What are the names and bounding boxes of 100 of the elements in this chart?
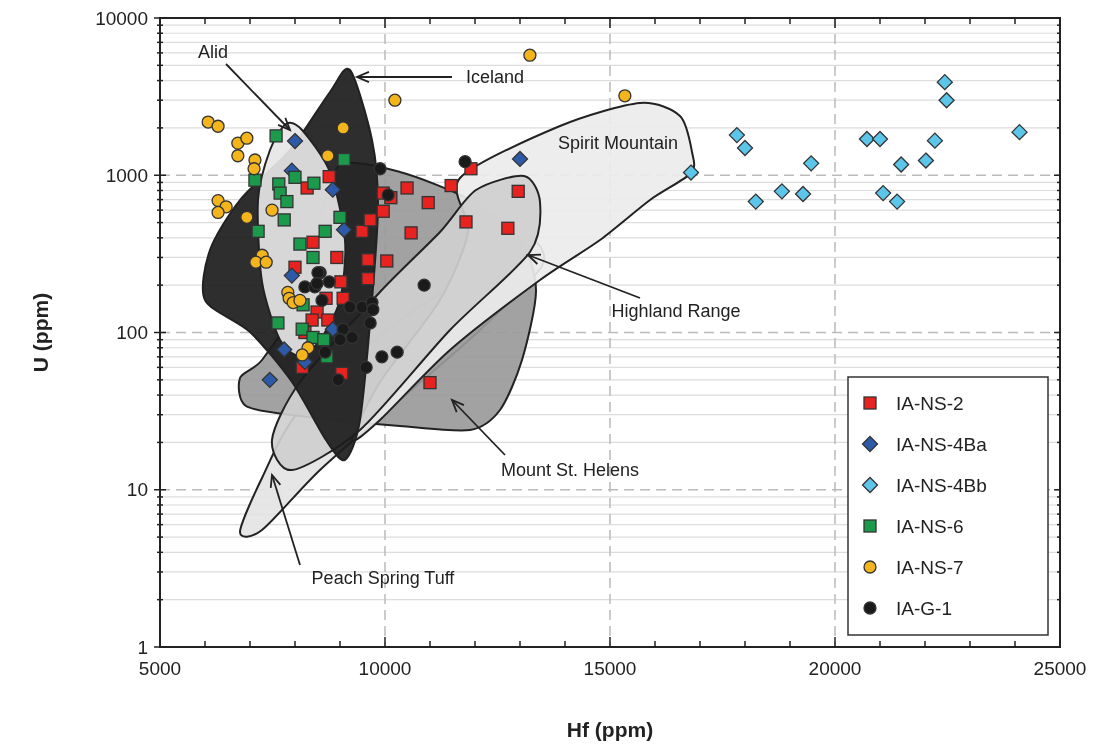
point [306,235,320,249]
point [459,215,473,229]
point [293,237,307,251]
point [247,162,261,176]
y-tick-label: 1000 [105,164,148,186]
legend-label: IA-NS-6 [896,515,964,537]
point [322,169,336,184]
point [871,130,889,148]
point [388,93,402,107]
x-tick-label: 20000 [808,658,862,679]
point [893,156,910,173]
point [888,193,906,210]
annotation: Iceland [465,67,525,87]
point [280,194,294,209]
point [423,375,437,390]
point [240,131,254,145]
point [261,371,278,388]
point [417,278,431,292]
point [366,302,380,317]
point [322,275,336,289]
point [211,119,225,133]
annotation: Mount St. Helens [500,460,640,480]
point [307,176,321,190]
point [355,224,369,238]
point [361,253,375,267]
y-tick-label: 100 [116,322,148,343]
point [240,210,254,224]
point [324,181,341,198]
annotation: Highland Range [611,301,741,321]
point [511,184,525,198]
point [336,121,350,135]
point [276,341,293,358]
x-tick-label: 10000 [358,658,412,679]
point [747,193,764,210]
legend-label: IA-NS-2 [896,392,964,414]
point [375,350,389,364]
point [333,210,347,224]
point [773,183,791,200]
point [858,130,876,148]
point [361,272,375,286]
point [265,203,279,217]
point [400,181,414,195]
point [248,173,262,187]
point [249,255,263,269]
point [938,92,955,109]
point [728,126,746,144]
point [444,178,458,193]
legend-label: IA-G-1 [896,597,952,619]
point [936,73,953,91]
x-axis-title: Hf (ppm) [566,718,654,741]
point [618,89,632,103]
annotation: Alid [197,42,229,62]
point [277,213,291,227]
point [380,254,394,268]
point [283,267,300,284]
y-tick-label: 1 [137,636,148,658]
point [343,300,357,314]
annotation: Peach Spring Tuff [311,568,456,588]
point [373,162,387,176]
point [305,313,319,327]
point [404,226,418,240]
point [359,360,373,375]
point [295,348,309,362]
point [337,152,351,167]
point [317,333,331,347]
point [269,129,283,143]
point [511,150,529,168]
legend-label: IA-NS-4Ba [896,433,988,455]
point [259,255,273,269]
point [315,293,329,308]
point [286,132,304,150]
x-tick-label: 15000 [583,658,637,679]
point [336,291,350,305]
point [363,213,377,227]
point [501,221,515,235]
y-axis-title: U (ppm) [28,292,52,373]
point [251,224,265,238]
point [318,345,332,359]
point [333,333,347,347]
legend-label: IA-NS-4Bb [896,474,987,496]
point [523,48,537,62]
point [1011,123,1028,141]
point [390,345,404,359]
annotation: Spirit Mountain [557,133,679,153]
point [330,250,344,265]
point [321,149,335,163]
point [345,330,359,345]
point [803,155,820,172]
point [271,316,285,330]
x-tick-label: 5000 [138,658,182,679]
point [458,155,472,169]
point [310,276,324,291]
legend-label: IA-NS-7 [896,556,964,578]
point [288,170,302,184]
point [231,149,245,163]
point [926,132,944,149]
point [794,185,812,203]
point [293,293,307,308]
point [875,184,892,202]
point [682,164,700,181]
